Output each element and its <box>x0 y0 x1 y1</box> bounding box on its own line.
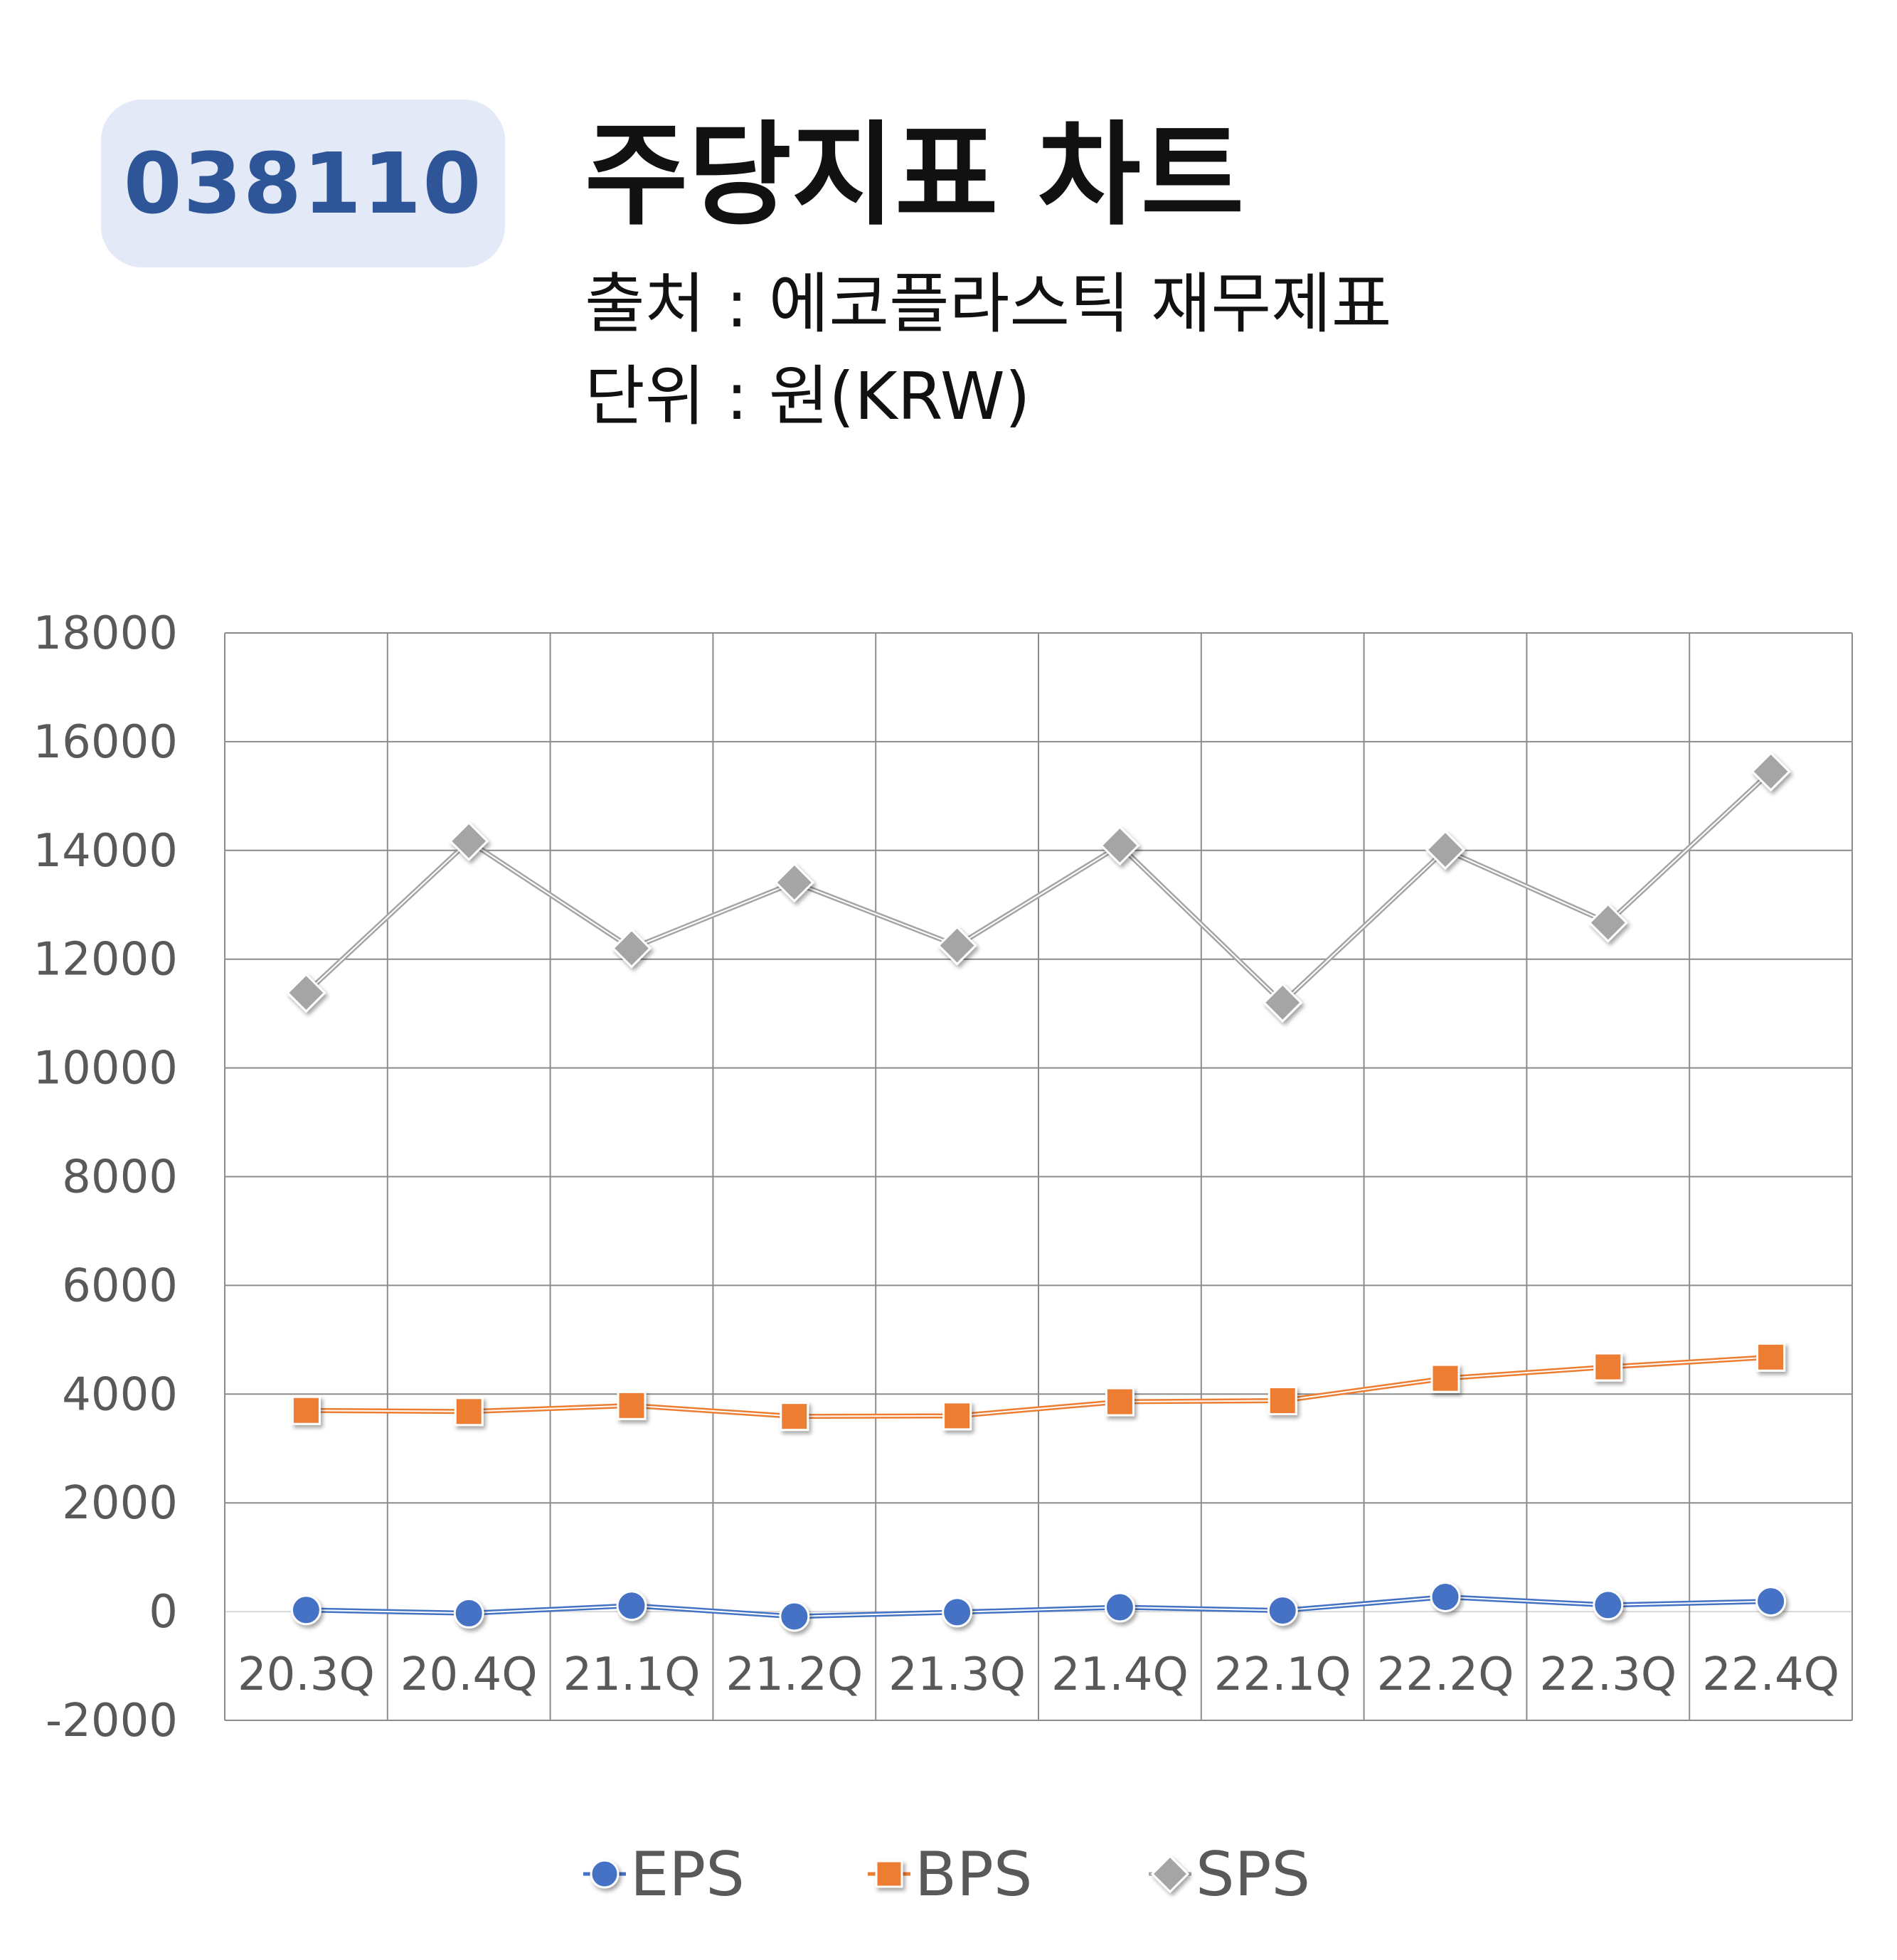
series-line-inner-bps <box>306 1356 1771 1417</box>
y-tick-label: 16000 <box>33 716 178 769</box>
y-tick-label: 8000 <box>62 1151 178 1204</box>
x-tick-label: 22.4Q <box>1702 1649 1839 1701</box>
x-tick-label: 20.3Q <box>238 1649 375 1701</box>
data-point-bps <box>780 1402 809 1432</box>
x-tick-label: 21.1Q <box>563 1649 701 1701</box>
data-point-bps <box>1268 1385 1297 1415</box>
line-chart: 18000 16000 14000 12000 10000 8000 6000 4000 200… <box>33 607 1853 1910</box>
data-point-eps <box>616 1590 647 1621</box>
data-point-bps <box>1756 1342 1786 1372</box>
data-point-sps <box>1100 825 1140 866</box>
data-point-sps <box>1263 982 1303 1023</box>
ticker-code: 038110 <box>123 134 483 233</box>
legend-label-eps: EPS <box>630 1839 745 1910</box>
x-tick-label: 21.4Q <box>1051 1649 1189 1701</box>
data-point-eps <box>1430 1581 1461 1612</box>
y-tick-label: 18000 <box>33 607 178 660</box>
y-tick-label: 14000 <box>33 825 178 878</box>
data-point-bps <box>454 1397 484 1427</box>
x-tick-label: 22.1Q <box>1214 1649 1351 1701</box>
data-point-sps <box>449 821 489 861</box>
data-point-eps <box>942 1597 973 1628</box>
legend-label-bps: BPS <box>915 1839 1032 1910</box>
data-point-eps <box>1593 1589 1624 1621</box>
data-point-sps <box>937 925 977 966</box>
data-point-eps <box>1755 1586 1787 1617</box>
data-point-sps <box>1425 829 1466 870</box>
legend-marker-sps <box>1150 1854 1190 1894</box>
data-point-sps <box>1750 751 1791 792</box>
ticker-badge: 038110 <box>101 100 505 267</box>
x-tick-label: 22.2Q <box>1377 1649 1514 1701</box>
data-point-eps <box>1104 1592 1135 1623</box>
legend-marker-eps <box>590 1859 620 1889</box>
legend-marker-bps <box>875 1860 903 1888</box>
source-text: 출처 : 에코플라스틱 재무제표 <box>585 266 1392 342</box>
data-point-sps <box>774 862 814 903</box>
series-line-inner-eps <box>306 1596 1771 1617</box>
data-point-eps <box>453 1597 484 1629</box>
y-tick-label: 4000 <box>62 1368 178 1421</box>
data-point-sps <box>286 972 326 1013</box>
data-point-sps <box>611 928 652 969</box>
y-tick-label: 2000 <box>62 1477 178 1530</box>
data-point-eps <box>290 1594 322 1626</box>
y-tick-label: 0 <box>149 1586 178 1639</box>
data-point-bps <box>291 1395 321 1425</box>
legend-label-sps: SPS <box>1196 1839 1310 1910</box>
series-line-inner-sps <box>305 771 1772 1003</box>
x-tick-label: 21.2Q <box>726 1649 863 1701</box>
data-point-bps <box>1593 1352 1623 1382</box>
y-tick-label: 10000 <box>33 1043 178 1095</box>
data-point-bps <box>942 1401 972 1431</box>
x-tick-label: 21.3Q <box>888 1649 1026 1701</box>
data-point-bps <box>1105 1387 1135 1417</box>
y-tick-label: 6000 <box>62 1259 178 1312</box>
data-point-eps <box>779 1601 810 1632</box>
y-tick-label: -2000 <box>46 1695 178 1747</box>
x-tick-label: 22.3Q <box>1539 1649 1677 1701</box>
y-tick-label: 12000 <box>33 934 178 986</box>
data-point-eps <box>1267 1595 1298 1626</box>
data-point-sps <box>1588 902 1628 943</box>
chart-title: 주당지표 차트 <box>585 110 1245 241</box>
data-point-bps <box>1430 1363 1460 1393</box>
data-point-bps <box>617 1390 647 1420</box>
x-tick-label: 20.4Q <box>400 1649 538 1701</box>
unit-text: 단위 : 원(KRW) <box>585 358 1031 435</box>
